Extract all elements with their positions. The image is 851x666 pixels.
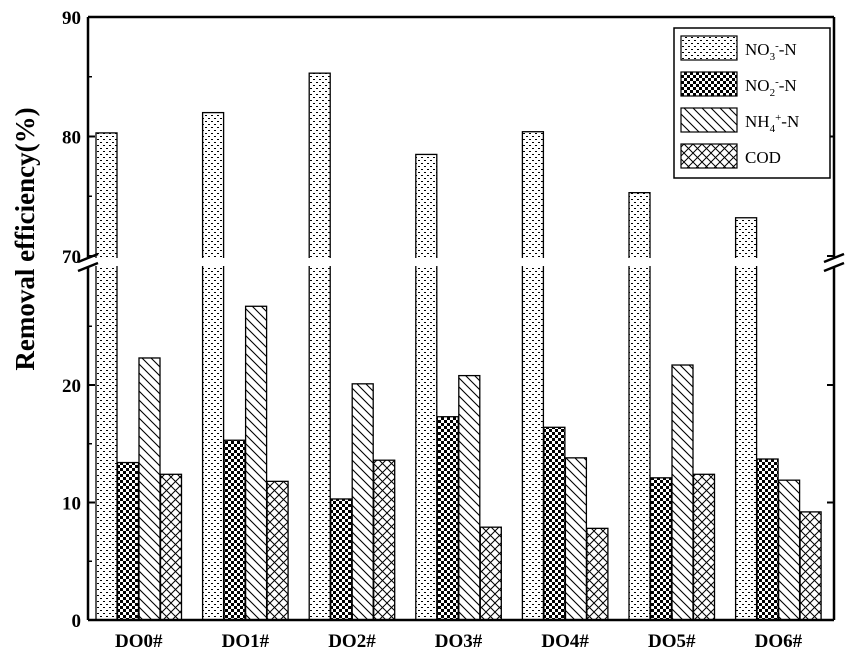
bar-backslash-DO6 — [777, 479, 801, 621]
y-axis-title: Removal efficiency(%) — [10, 107, 40, 370]
y-tick-label: 20 — [62, 376, 81, 397]
legend-swatch-dots — [680, 35, 738, 61]
bar-backslash-DO0 — [138, 357, 161, 621]
x-tick-label-DO3: DO3# — [435, 631, 483, 652]
legend-label-crosshatch: COD — [745, 148, 781, 167]
bar-dots-DO0 — [95, 132, 118, 621]
bar-dots-DO4 — [521, 131, 545, 621]
bar-checker-DO1 — [223, 439, 246, 621]
break-mark-left-2 — [77, 261, 99, 273]
bar-backslash-DO1 — [244, 305, 268, 621]
break-mark-right-2 — [823, 261, 845, 273]
bar-crosshatch-DO0 — [159, 473, 183, 621]
bar-backslash-DO5 — [671, 364, 694, 621]
x-tick-label-DO1: DO1# — [222, 631, 270, 652]
legend: NO3--N NO2--N NH4+-N COD — [673, 27, 831, 179]
bar-dots-DO2 — [308, 72, 331, 621]
axis-break-band — [89, 258, 833, 266]
y-tick-label: 90 — [62, 8, 81, 29]
x-tick-label-DO4: DO4# — [541, 631, 589, 652]
bar-checker-DO3 — [436, 416, 459, 621]
y-tick-label: 0 — [72, 611, 82, 632]
bars-layer — [89, 72, 833, 621]
x-tick-label-DO6: DO6# — [755, 631, 803, 652]
bar-checker-DO5 — [649, 477, 673, 621]
x-tick-label-DO5: DO5# — [648, 631, 696, 652]
bar-crosshatch-DO6 — [799, 511, 822, 621]
legend-swatch-crosshatch — [680, 143, 738, 169]
y-tick-label: 80 — [62, 128, 81, 149]
legend-label-dots: NO3--N — [745, 40, 797, 63]
bar-checker-DO2 — [330, 498, 353, 621]
legend-label-backslash: NH4+-N — [745, 112, 799, 135]
x-tick-label-DO2: DO2# — [328, 631, 376, 652]
bar-crosshatch-DO4 — [586, 527, 609, 621]
legend-swatch-backslash — [680, 107, 738, 133]
y-tick-label: 10 — [62, 494, 81, 515]
bar-backslash-DO2 — [351, 383, 374, 621]
bar-backslash-DO4 — [564, 457, 588, 621]
bar-checker-DO4 — [543, 426, 566, 621]
bar-crosshatch-DO1 — [266, 480, 289, 621]
y-axis: 0 10 20 70 80 90 — [62, 8, 834, 632]
bar-dots-DO1 — [201, 111, 225, 621]
bar-dots-DO5 — [628, 192, 651, 621]
y-tick-label: 70 — [62, 247, 81, 268]
break-mark-right-1 — [823, 252, 845, 264]
x-axis: DO0# DO1# DO2# DO3# DO4# DO5# DO6# — [115, 613, 803, 652]
bar-checker-DO0 — [116, 461, 140, 621]
bar-dots-DO3 — [415, 153, 438, 621]
bar-checker-DO6 — [756, 458, 779, 621]
legend-label-checker: NO2--N — [745, 76, 797, 99]
bar-backslash-DO3 — [458, 374, 481, 621]
bar-dots-DO6 — [734, 217, 758, 621]
legend-swatch-checker — [680, 71, 738, 97]
bar-crosshatch-DO3 — [479, 526, 502, 621]
bar-crosshatch-DO2 — [373, 459, 396, 621]
bar-crosshatch-DO5 — [692, 473, 716, 621]
x-tick-label-DO0: DO0# — [115, 631, 163, 652]
